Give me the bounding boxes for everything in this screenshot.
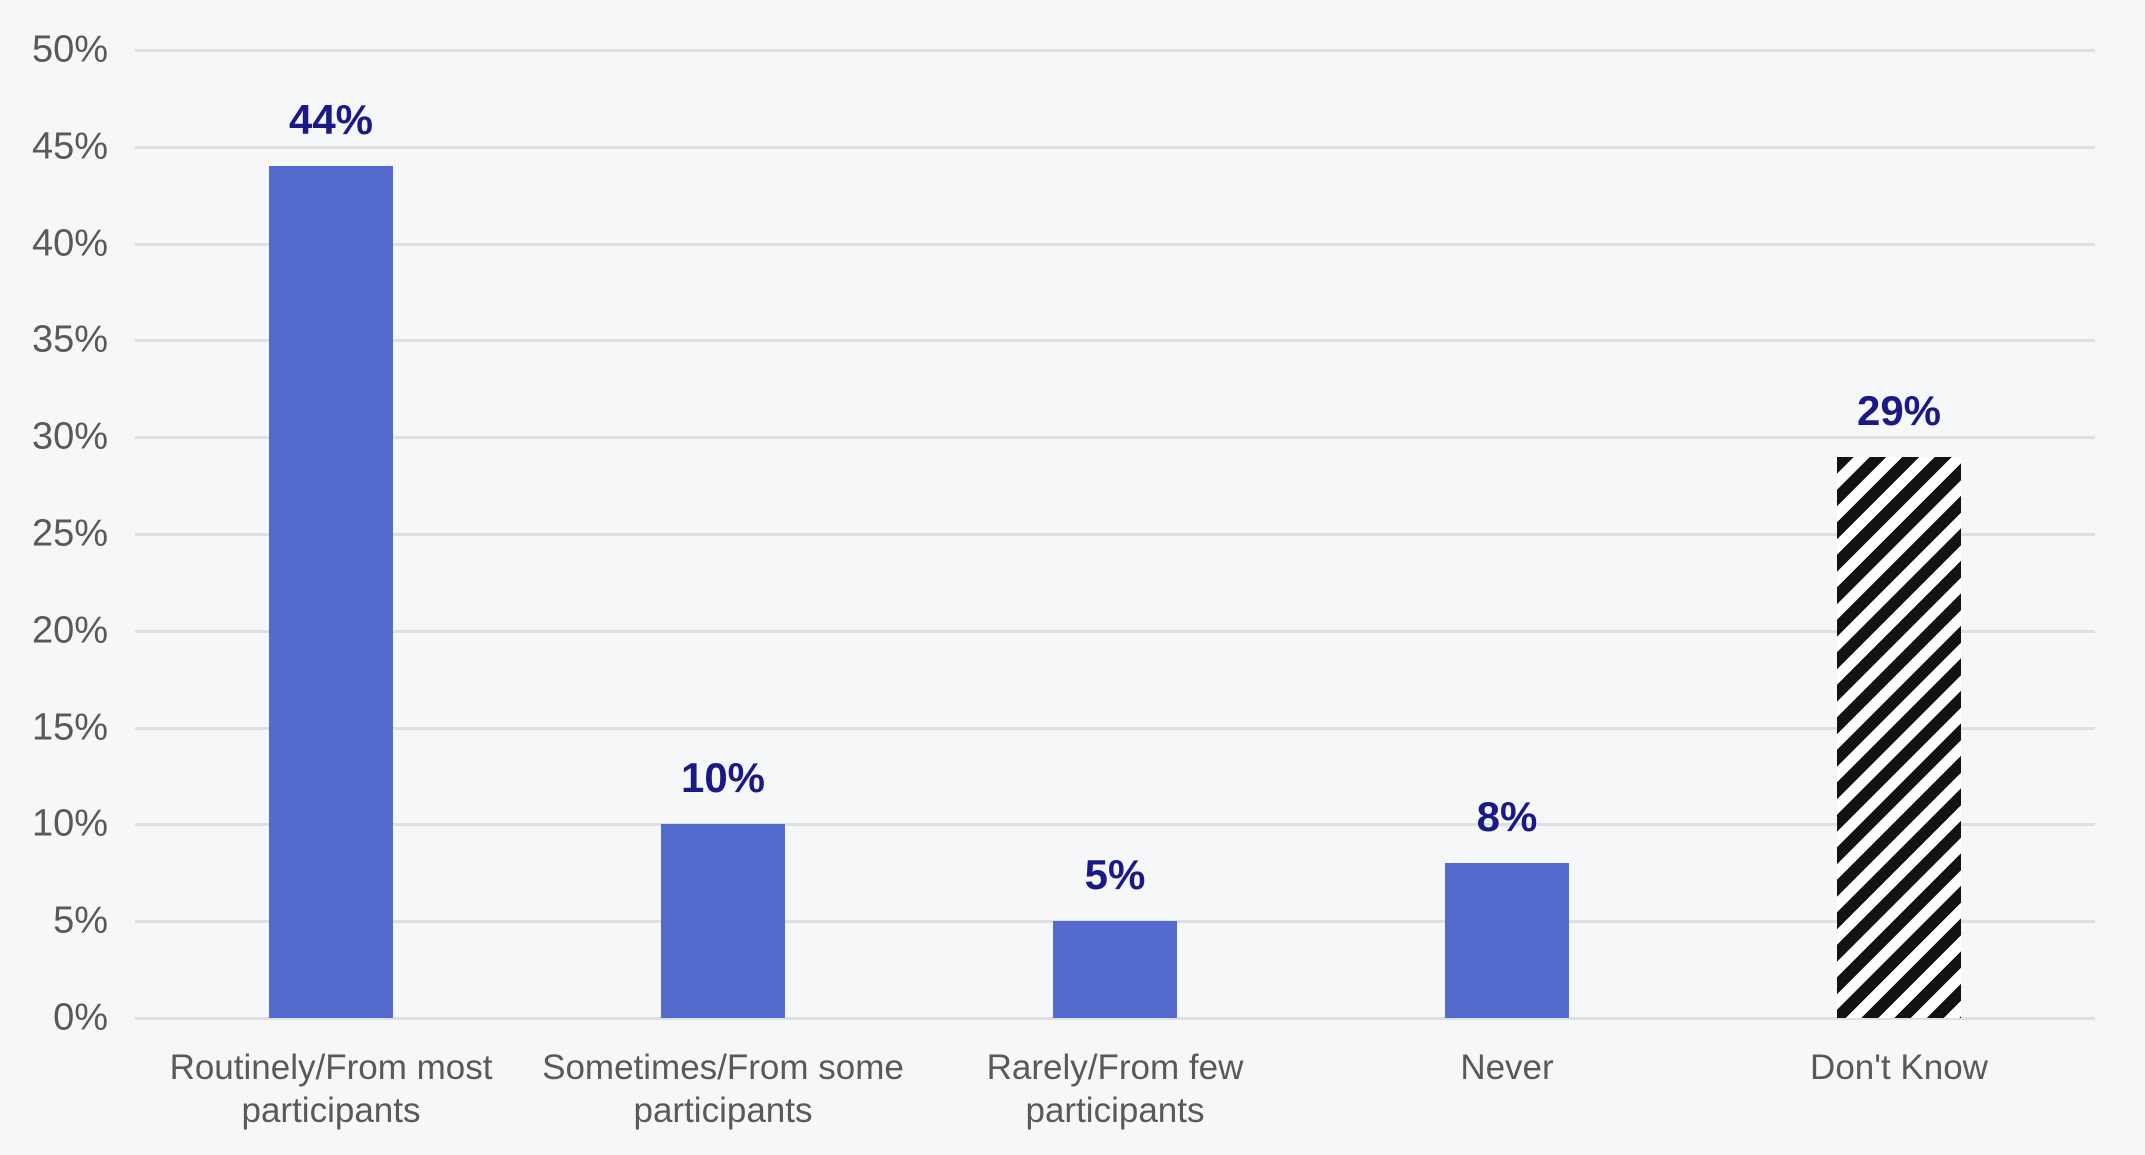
bar-value-label: 44%	[288, 96, 374, 144]
bar-slot: 29%	[1703, 50, 2095, 1018]
category-label: Sometimes/From some participants	[542, 1048, 904, 1130]
category-label: Never	[1460, 1048, 1554, 1087]
category-label: Rarely/From few participants	[986, 1048, 1244, 1130]
ytick-label: 10%	[31, 802, 108, 845]
category-label: Don't Know	[1810, 1048, 1988, 1087]
ytick-label: 25%	[31, 512, 108, 555]
ytick-label: 40%	[31, 222, 108, 265]
bar-hatched	[1837, 456, 1961, 1018]
gridline	[135, 823, 2095, 827]
ytick-label: 5%	[53, 899, 108, 942]
gridline	[135, 629, 2095, 633]
gridline	[135, 533, 2095, 536]
ytick-label: 45%	[31, 125, 108, 168]
bar-slot: 10%	[527, 50, 919, 1018]
bar-solid	[1445, 863, 1569, 1018]
ytick-label: 50%	[31, 28, 108, 71]
bar-solid	[1053, 921, 1177, 1018]
ytick-label: 30%	[31, 415, 108, 458]
category-label: Routinely/From most participants	[169, 1048, 493, 1130]
bar-value-label: 29%	[1856, 386, 1942, 434]
bar-solid	[269, 166, 393, 1018]
gridline	[135, 242, 2095, 246]
bar-value-label: 10%	[680, 754, 766, 802]
ytick-label: 15%	[31, 706, 108, 749]
plot-area: 44% 10% 5% 8% 29%	[135, 49, 2095, 1020]
gridline	[135, 726, 2095, 730]
x-axis-labels: Routinely/From most participants Sometime…	[135, 1018, 2095, 1155]
bar-slot: 5%	[919, 50, 1311, 1018]
ytick-label: 20%	[31, 609, 108, 652]
bar-solid	[661, 824, 785, 1018]
bar-value-label: 8%	[1476, 793, 1538, 841]
ytick-label: 0%	[53, 996, 108, 1039]
gridline	[135, 49, 2095, 52]
y-axis: 0% 5% 10% 15% 20% 25% 30% 35% 40% 45% 50%	[0, 29, 108, 1039]
bar-value-label: 5%	[1084, 851, 1146, 899]
bars-layer: 44% 10% 5% 8% 29%	[135, 50, 2095, 1018]
ytick-label: 35%	[31, 318, 108, 361]
gridline	[135, 436, 2095, 440]
gridline	[135, 145, 2095, 149]
gridline	[135, 1017, 2095, 1020]
bar-slot: 44%	[135, 50, 527, 1018]
gridline	[135, 339, 2095, 343]
bar-slot: 8%	[1311, 50, 1703, 1018]
